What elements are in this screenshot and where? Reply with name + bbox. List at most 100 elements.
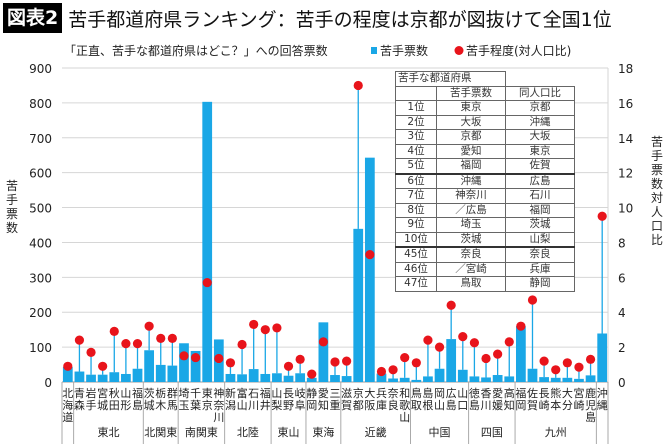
bar-佐賀: [527, 368, 538, 382]
table-cell: 46位: [395, 261, 437, 277]
y2-tick-label: 18: [618, 62, 633, 76]
table-cell: 埼玉: [436, 217, 506, 233]
table-row: 47位 鳥取 静岡: [395, 276, 575, 292]
bar-熊本: [550, 377, 561, 382]
bar-栃木: [155, 364, 166, 382]
table-cell: 6位: [395, 172, 437, 189]
legend-dot-swatch: [454, 46, 464, 55]
figure-badge: 図表2: [3, 3, 63, 33]
bar-大分: [562, 377, 573, 382]
table-row: 46位 ／宮崎 兵庫: [395, 261, 575, 277]
dot-埼玉: [179, 351, 189, 361]
bar-石川: [248, 369, 259, 382]
x-tick-label: 岡山: [434, 387, 445, 412]
table-cell: 2位: [395, 114, 437, 130]
x-tick-label: 大分: [562, 386, 573, 412]
dot-石川: [249, 319, 259, 330]
table-cell: 45位: [395, 246, 437, 263]
table-row: 3位 京都 大坂: [395, 129, 575, 145]
bar-滋賀: [341, 376, 352, 382]
dot-和歌山: [400, 352, 410, 363]
bar-岩手: [86, 374, 96, 382]
bar-福島: [132, 368, 143, 382]
y2-tick-label: 16: [618, 97, 633, 111]
x-tick-label: 愛知: [318, 387, 329, 412]
dot-広島: [446, 300, 456, 310]
bar-京都: [353, 228, 364, 382]
x-tick-label: 香川: [481, 387, 492, 412]
y-tick-label: 700: [29, 132, 52, 146]
bar-富山: [237, 374, 247, 382]
x-tick-label: 広島: [446, 387, 457, 412]
table-row: 45位 奈良 奈良: [395, 246, 575, 263]
x-tick-label: 長野: [283, 387, 294, 412]
bar-奈良: [388, 378, 398, 382]
y-tick-label: 900: [29, 62, 52, 76]
dot-福岡: [516, 321, 526, 331]
x-tick-label: 京都: [353, 386, 364, 412]
dot-鳥取: [411, 358, 421, 368]
ranking-table-header: 苦手票数 同人口比: [395, 85, 575, 101]
y2-tick-label: 6: [618, 271, 626, 285]
group-label: 九州: [545, 426, 567, 439]
dot-高知: [504, 337, 514, 347]
y-tick-label: 500: [29, 202, 52, 216]
dot-長野: [283, 361, 294, 371]
bar-山形: [121, 373, 131, 382]
bar-鹿児島: [585, 375, 596, 382]
y2-tick-label: 12: [618, 167, 633, 181]
group-label: 北関東: [144, 426, 177, 439]
dot-鹿児島: [585, 354, 596, 364]
table-cell: 4位: [395, 143, 437, 159]
table-cell: 8位: [395, 202, 437, 218]
legend-bar-label: 苦手票数: [380, 43, 428, 58]
dot-香川: [481, 353, 491, 364]
ranking-table: 苦手な都道府県 苦手票数 同人口比 1位 東京 京都 2位 大坂 沖縄 3位 京都 大坂 4位 愛知 東京…: [395, 71, 575, 292]
bar-静岡: [306, 377, 317, 382]
x-tick-label: 山口: [457, 387, 468, 412]
group-label: 東海: [312, 425, 334, 439]
table-cell: 石川: [505, 188, 575, 204]
dot-青森: [74, 335, 85, 345]
x-tick-label: 沖縄: [597, 387, 608, 412]
x-tick-label: 熊本: [550, 386, 561, 412]
table-cell: 東京: [505, 143, 575, 159]
x-tick-label: 岐阜: [295, 387, 306, 412]
table-row: 6位 沖縄 広島: [395, 172, 575, 189]
x-tick-label: 静岡: [306, 386, 317, 412]
bar-宮崎: [574, 378, 584, 382]
x-tick-label: 神奈川: [213, 386, 224, 424]
table-cell: 7位: [395, 188, 437, 204]
dot-富山: [237, 339, 247, 350]
column-header: 同人口比: [505, 85, 575, 101]
table-cell: 沖縄: [505, 114, 575, 130]
dot-千葉: [190, 352, 201, 363]
bar-高知: [504, 376, 515, 382]
dot-大分: [562, 358, 572, 368]
table-row: 1位 東京 京都: [395, 100, 575, 116]
y2-tick-label: 14: [618, 132, 633, 146]
dot-愛媛: [493, 349, 503, 359]
dot-神奈川: [214, 353, 224, 364]
x-tick-label: 福井: [260, 386, 271, 412]
y-axis-title: 苦手票数: [6, 179, 18, 235]
dot-秋田: [109, 326, 119, 337]
y2-tick-label: 8: [618, 236, 626, 250]
bar-広島: [446, 339, 457, 382]
bar-千葉: [190, 350, 201, 382]
table-cell: 佐賀: [505, 158, 575, 174]
x-tick-label: 鹿児島: [585, 386, 596, 424]
dot-山形: [121, 339, 131, 349]
table-cell: 鳥取: [436, 276, 506, 292]
x-tick-label: 和歌山: [399, 387, 410, 424]
table-row: 2位 大坂 沖縄: [395, 114, 575, 130]
group-label: 南関東: [185, 426, 218, 439]
dot-岡山: [434, 342, 445, 352]
x-tick-label: 三重: [330, 387, 341, 412]
table-cell: 京都: [505, 100, 575, 116]
group-label: 東北: [97, 426, 119, 439]
dot-長崎: [539, 356, 549, 366]
column-header: 苦手票数: [436, 85, 506, 101]
group-label: 近畿: [365, 425, 387, 439]
